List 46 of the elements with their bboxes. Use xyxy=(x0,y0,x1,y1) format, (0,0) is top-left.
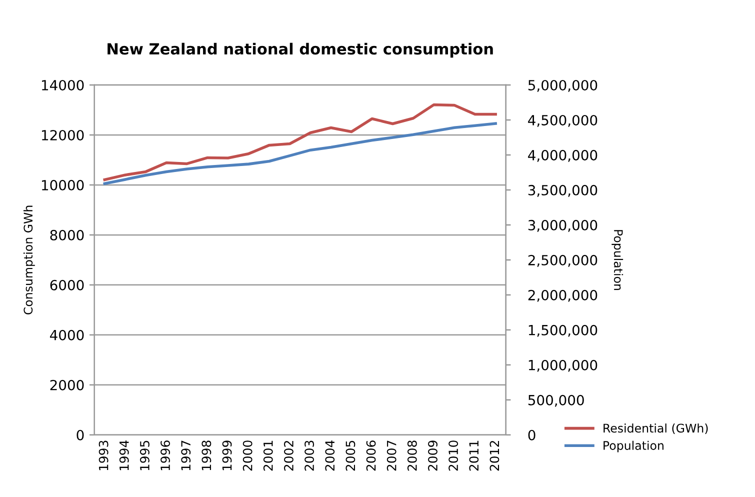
x-tick-label: 1996 xyxy=(160,440,170,470)
y-tick-label: 10000 xyxy=(42,180,84,190)
y2-tick-label: 1,500,000 xyxy=(528,324,598,337)
y-tick-label: 0 xyxy=(76,430,84,440)
y-axis-title: Consumption GWh xyxy=(23,206,35,314)
line-series xyxy=(103,103,497,182)
y2-tick-label: 5,000,000 xyxy=(528,80,598,92)
x-tick-label: 2012 xyxy=(490,440,500,471)
y-tick-label: 4000 xyxy=(50,330,84,340)
y2-tick-label: 3,000,000 xyxy=(528,220,598,232)
x-tick-label: 1993 xyxy=(98,440,108,470)
y-tick-label: 12000 xyxy=(42,130,84,140)
y2-axis-title: Population xyxy=(612,230,624,290)
legend-label: Residential (GWh) xyxy=(604,423,708,434)
x-tick-label: 2010 xyxy=(448,440,458,471)
y-tick-label: 6000 xyxy=(50,280,84,290)
y-tick-label: 14000 xyxy=(42,80,84,90)
x-tick-label: 2004 xyxy=(325,440,335,471)
line-series xyxy=(103,122,497,186)
x-tick-label: 1999 xyxy=(222,440,232,470)
x-tick-label: 2000 xyxy=(242,440,252,471)
y2-tick-label: 4,500,000 xyxy=(528,114,598,127)
x-tick-label: 1997 xyxy=(181,440,191,470)
x-tick-label: 2009 xyxy=(428,440,438,471)
y-tick-label: 2000 xyxy=(50,380,84,390)
y2-tick-label: 3,500,000 xyxy=(528,184,598,197)
y2-tick-label: 0 xyxy=(528,430,536,440)
y2-tick-label: 500,000 xyxy=(528,394,584,407)
x-tick-label: 1995 xyxy=(140,440,150,470)
x-tick-label: 2003 xyxy=(304,440,314,471)
chart-title: New Zealand national domestic consumption xyxy=(108,42,493,58)
y2-tick-label: 1,000,000 xyxy=(528,360,598,372)
x-tick-label: 2001 xyxy=(263,440,273,471)
y-tick-label: 8000 xyxy=(50,230,84,240)
legend-label: Population xyxy=(604,440,664,452)
y2-tick-label: 2,500,000 xyxy=(528,254,598,267)
x-tick-label: 1998 xyxy=(202,440,212,470)
x-tick-label: 2007 xyxy=(386,440,396,471)
x-tick-label: 2002 xyxy=(284,440,294,471)
x-tick-label: 2006 xyxy=(366,440,376,471)
x-tick-label: 2011 xyxy=(469,440,479,471)
x-tick-label: 2008 xyxy=(407,440,417,471)
y2-tick-label: 2,000,000 xyxy=(528,290,598,302)
x-tick-label: 2005 xyxy=(346,440,356,471)
x-tick-label: 1994 xyxy=(119,440,129,470)
y2-tick-label: 4,000,000 xyxy=(528,150,598,162)
